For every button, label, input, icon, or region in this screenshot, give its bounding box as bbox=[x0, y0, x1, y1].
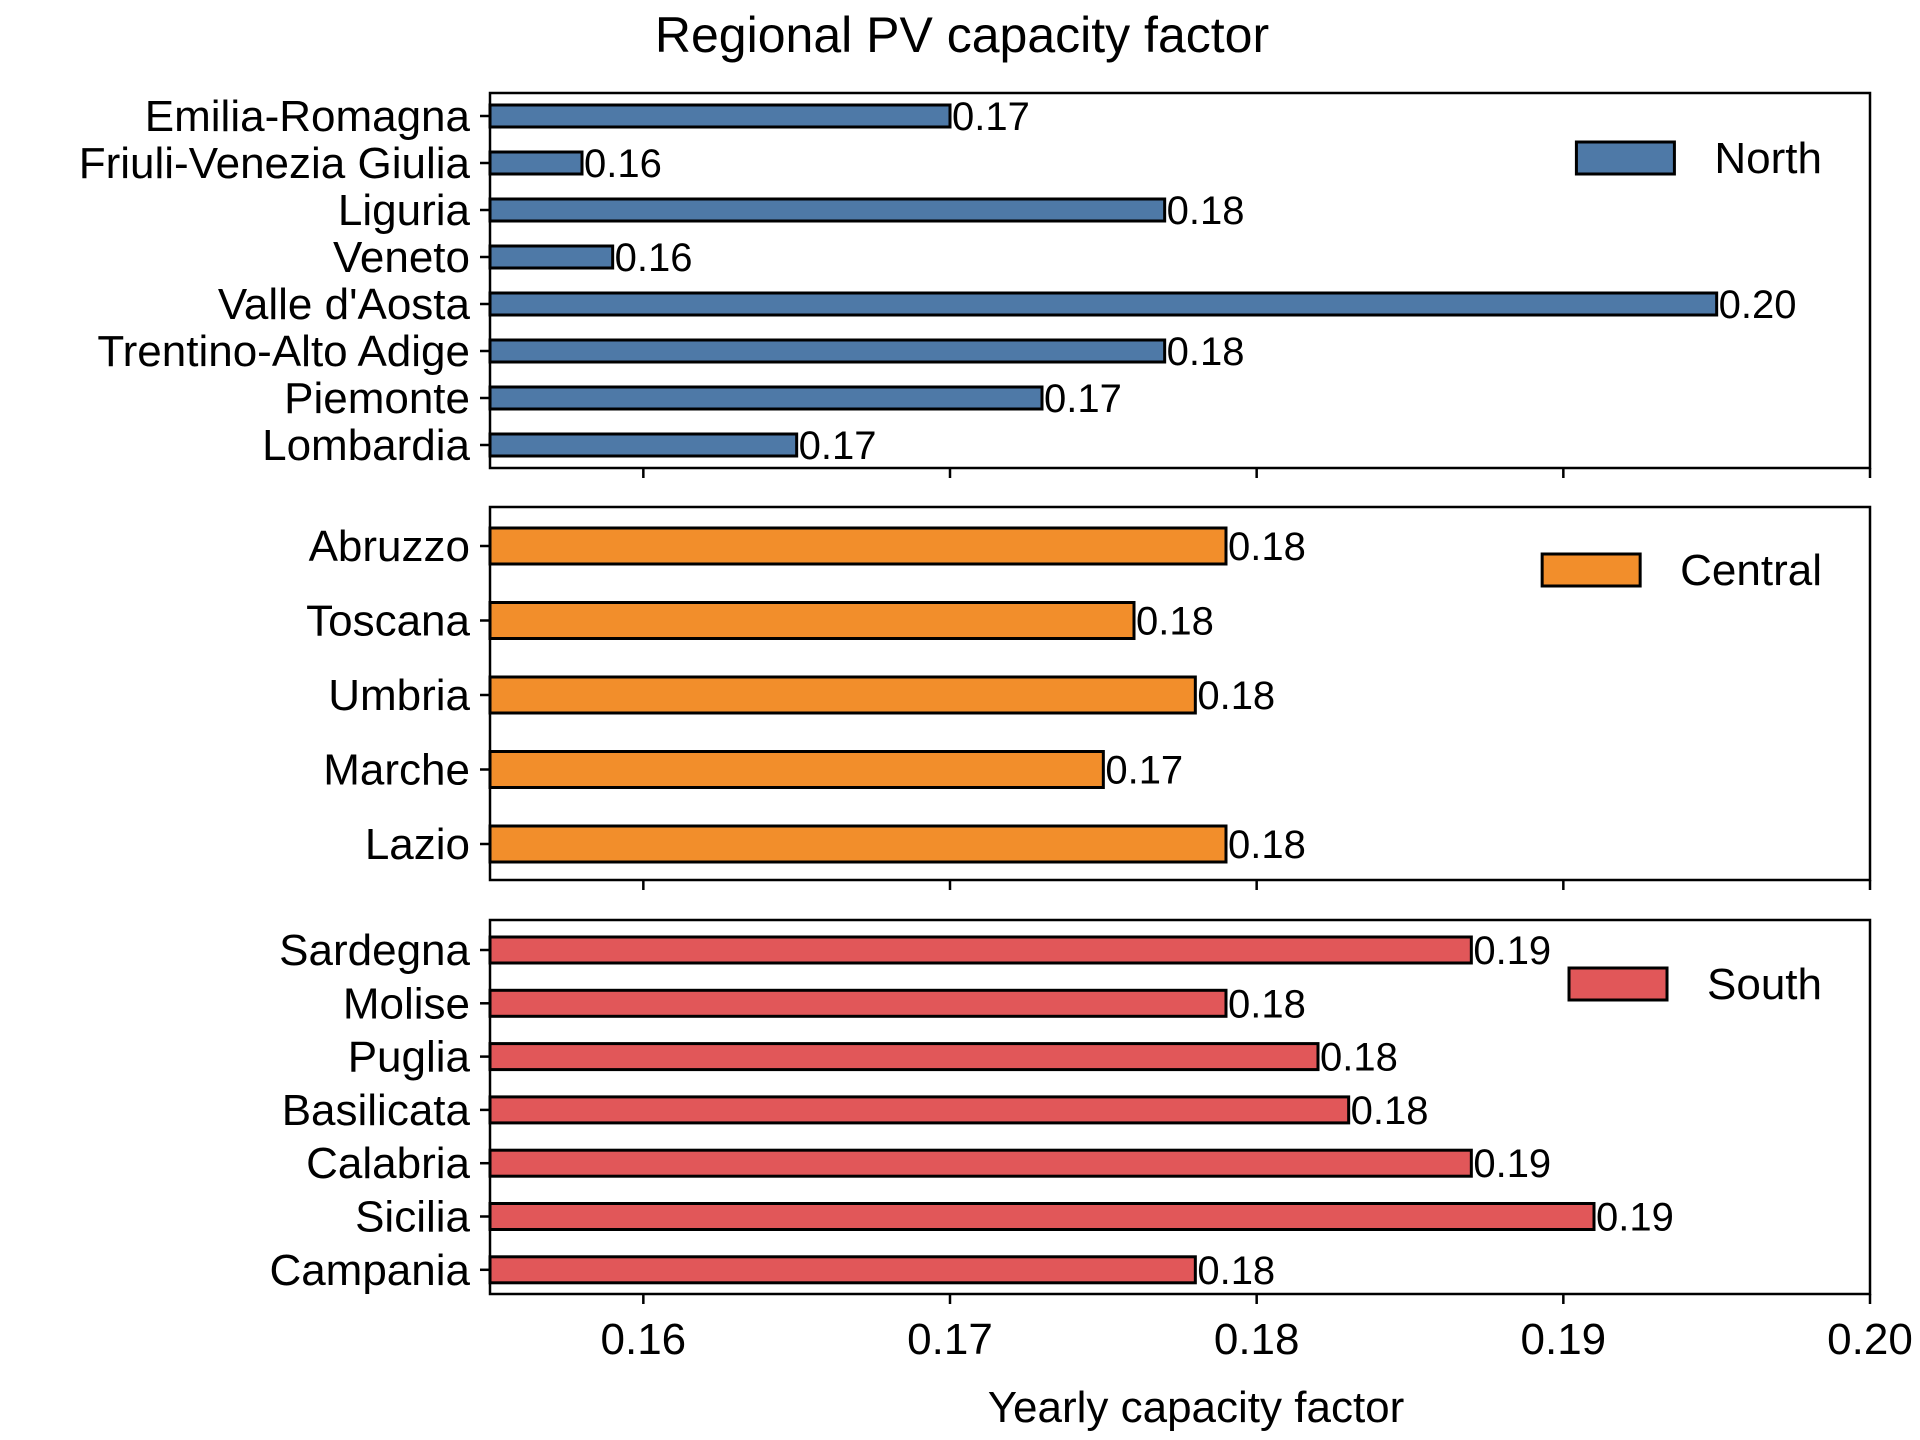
value-label-north-1: 0.16 bbox=[584, 142, 662, 186]
bar-south-5 bbox=[488, 1202, 1596, 1231]
bar-south-3 bbox=[488, 1095, 1351, 1125]
category-label-north-2: Liguria bbox=[338, 186, 471, 235]
value-label-south-2: 0.18 bbox=[1320, 1036, 1398, 1080]
category-label-north-1: Friuli-Venezia Giulia bbox=[79, 139, 471, 188]
category-label-south-1: Molise bbox=[343, 979, 470, 1028]
x-axis-label: Yearly capacity factor bbox=[988, 1383, 1405, 1432]
category-label-central-0: Abruzzo bbox=[309, 522, 470, 571]
bar-south-4 bbox=[488, 1148, 1473, 1178]
legend-label-south: South bbox=[1707, 960, 1822, 1009]
legend-swatch-south bbox=[1567, 966, 1669, 1002]
value-label-central-3: 0.17 bbox=[1105, 749, 1183, 793]
category-label-south-6: Campania bbox=[269, 1246, 470, 1295]
chart-title: Regional PV capacity factor bbox=[655, 7, 1269, 63]
value-label-north-0: 0.17 bbox=[952, 95, 1030, 139]
category-label-north-3: Veneto bbox=[333, 233, 470, 282]
value-label-north-4: 0.20 bbox=[1719, 283, 1797, 327]
bar-central-1 bbox=[488, 601, 1136, 640]
value-label-central-2: 0.18 bbox=[1197, 674, 1275, 718]
bar-north-1 bbox=[488, 150, 584, 176]
value-label-north-5: 0.18 bbox=[1167, 330, 1245, 374]
bar-north-4 bbox=[488, 291, 1719, 317]
legend-swatch-central bbox=[1540, 552, 1642, 588]
bar-north-7 bbox=[488, 432, 799, 458]
legend-swatch-north bbox=[1574, 140, 1676, 176]
category-label-south-5: Sicilia bbox=[355, 1193, 470, 1242]
bar-central-3 bbox=[488, 750, 1105, 789]
value-label-north-7: 0.17 bbox=[799, 424, 877, 468]
value-label-south-0: 0.19 bbox=[1473, 929, 1551, 973]
legend-label-north: North bbox=[1714, 134, 1822, 183]
value-label-central-1: 0.18 bbox=[1136, 600, 1214, 644]
bar-central-0 bbox=[488, 526, 1228, 566]
x-tick-label-1: 0.17 bbox=[907, 1315, 993, 1364]
value-label-north-6: 0.17 bbox=[1044, 377, 1122, 421]
category-label-north-6: Piemonte bbox=[284, 374, 470, 423]
bar-north-6 bbox=[488, 385, 1044, 411]
value-label-central-4: 0.18 bbox=[1228, 823, 1306, 867]
x-tick-label-0: 0.16 bbox=[601, 1315, 687, 1364]
category-label-south-2: Puglia bbox=[348, 1033, 471, 1082]
category-label-north-4: Valle d'Aosta bbox=[218, 280, 471, 329]
panels-group: Emilia-Romagna 0.17 Friuli-Venezia Giulia 0… bbox=[79, 91, 1913, 1364]
bar-central-2 bbox=[488, 675, 1197, 715]
category-label-south-4: Calabria bbox=[306, 1139, 470, 1188]
legend-label-central: Central bbox=[1680, 546, 1822, 595]
bar-south-0 bbox=[488, 935, 1473, 965]
category-label-south-0: Sardegna bbox=[279, 926, 470, 975]
value-label-south-6: 0.18 bbox=[1197, 1249, 1275, 1293]
value-label-south-1: 0.18 bbox=[1228, 982, 1306, 1026]
category-label-south-3: Basilicata bbox=[282, 1086, 471, 1135]
bar-south-1 bbox=[488, 988, 1228, 1018]
category-label-central-1: Toscana bbox=[306, 597, 470, 646]
bar-central-4 bbox=[488, 824, 1228, 864]
category-label-central-3: Marche bbox=[323, 746, 470, 795]
value-label-north-2: 0.18 bbox=[1167, 189, 1245, 233]
bar-north-0 bbox=[488, 103, 952, 129]
bar-south-2 bbox=[488, 1042, 1320, 1072]
value-label-central-0: 0.18 bbox=[1228, 525, 1306, 569]
panel-frame-north bbox=[488, 91, 1872, 470]
category-label-north-5: Trentino-Alto Adige bbox=[97, 327, 470, 376]
category-label-north-7: Lombardia bbox=[262, 421, 470, 470]
bar-north-2 bbox=[488, 197, 1167, 223]
x-tick-label-4: 0.20 bbox=[1827, 1315, 1913, 1364]
value-label-south-3: 0.18 bbox=[1351, 1089, 1429, 1133]
x-tick-label-2: 0.18 bbox=[1214, 1315, 1300, 1364]
bar-north-5 bbox=[488, 338, 1167, 364]
value-label-north-3: 0.16 bbox=[615, 236, 693, 280]
value-label-south-4: 0.19 bbox=[1473, 1142, 1551, 1186]
x-tick-label-3: 0.19 bbox=[1521, 1315, 1607, 1364]
category-label-central-4: Lazio bbox=[365, 820, 470, 869]
bar-south-6 bbox=[488, 1255, 1197, 1285]
category-label-central-2: Umbria bbox=[328, 671, 470, 720]
category-label-north-0: Emilia-Romagna bbox=[145, 92, 471, 141]
value-label-south-5: 0.19 bbox=[1596, 1196, 1674, 1240]
bar-north-3 bbox=[488, 244, 615, 270]
